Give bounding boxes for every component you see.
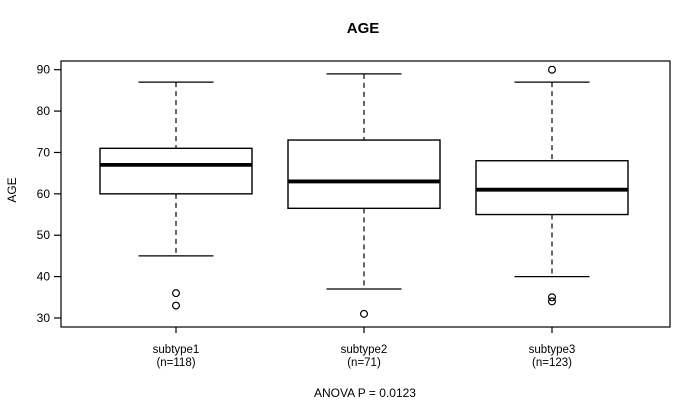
x-axis-group-label: subtype3: [529, 344, 576, 356]
y-axis-tick-label: 80: [37, 104, 51, 118]
y-axis-tick-label: 90: [37, 63, 51, 77]
outlier-point: [172, 289, 181, 298]
x-axis-group-sublabel: (n=118): [156, 357, 195, 369]
iqr-box: [99, 147, 253, 195]
x-axis-group-label: subtype1: [153, 344, 200, 356]
iqr-box: [287, 139, 441, 210]
y-axis-title: AGE: [5, 177, 19, 202]
outlier-point: [172, 301, 181, 310]
y-axis-tick-label: 70: [37, 145, 51, 159]
outlier-point: [547, 297, 556, 306]
y-axis-tick-label: 30: [37, 311, 51, 325]
x-axis-group-label: subtype2: [341, 344, 388, 356]
plot-area: 30405060708090subtype1(n=118)subtype2(n=…: [37, 60, 671, 369]
outlier-point: [547, 65, 556, 74]
y-axis-tick-label: 60: [37, 187, 51, 201]
x-axis-group-sublabel: (n=123): [532, 357, 572, 369]
outlier-point: [547, 293, 556, 302]
y-axis-tick-label: 50: [37, 228, 51, 242]
y-axis-tick-label: 40: [37, 270, 51, 284]
iqr-box: [475, 160, 629, 216]
x-axis-group-sublabel: (n=71): [347, 357, 381, 369]
anova-annotation: ANOVA P = 0.0123: [314, 386, 416, 400]
outlier-point: [360, 309, 369, 318]
chart-title: AGE: [347, 20, 380, 37]
